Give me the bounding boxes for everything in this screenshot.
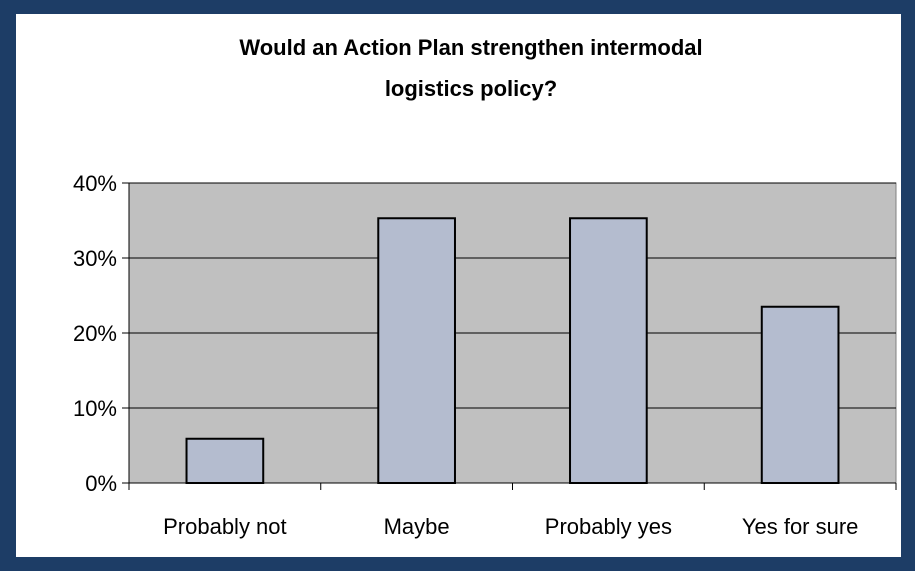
- y-tick-label-4: 40%: [73, 171, 117, 196]
- bar-1: [377, 217, 456, 484]
- y-tick-label-3: 30%: [73, 246, 117, 271]
- bar-2: [569, 217, 648, 484]
- x-tick-label-1: Maybe: [384, 514, 450, 539]
- y-tick-label-0: 0%: [85, 471, 117, 496]
- plot-area-group: 0% 10% 20% 30% 40% Probably not Maybe Probably …: [73, 171, 897, 539]
- chart-title-line-2: logistics policy?: [385, 76, 557, 101]
- x-tick-label-0: Probably not: [163, 514, 287, 539]
- chart-title-line-1: Would an Action Plan strengthen intermod…: [239, 35, 702, 60]
- x-tick-label-3: Yes for sure: [742, 514, 859, 539]
- bar-3: [760, 305, 840, 484]
- y-tick-label-2: 20%: [73, 321, 117, 346]
- y-tick-label-1: 10%: [73, 396, 117, 421]
- x-tick-label-2: Probably yes: [545, 514, 672, 539]
- bar-0: [185, 437, 265, 484]
